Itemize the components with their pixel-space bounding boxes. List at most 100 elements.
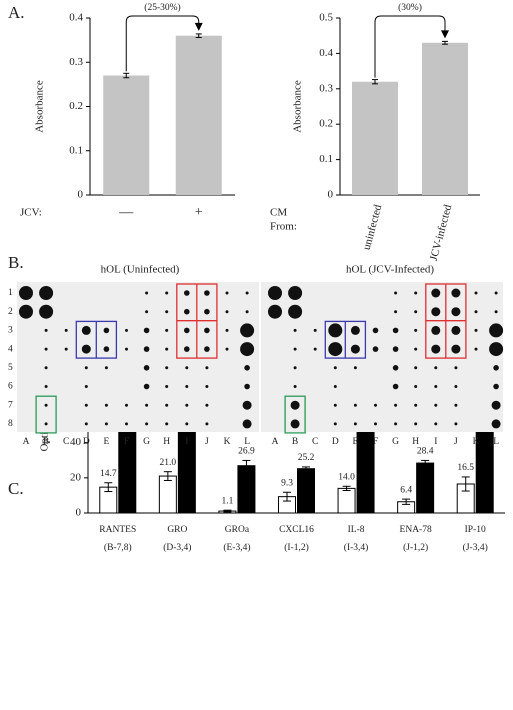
column-label: L <box>244 437 250 447</box>
blot-dot <box>84 422 88 426</box>
blot-dot <box>392 346 399 352</box>
column-label: I <box>434 437 437 447</box>
column-label: K <box>224 437 231 447</box>
blot-dot <box>242 419 252 429</box>
blot-dot <box>454 403 458 407</box>
row-label: 1 <box>8 288 13 298</box>
blot-dot <box>240 342 255 357</box>
blot-dot <box>104 403 108 407</box>
error-bar <box>461 476 470 492</box>
y-tick-label: 0 <box>76 507 82 519</box>
blot-dot <box>353 366 357 370</box>
error-bar <box>302 466 310 471</box>
x-tick-label: + <box>195 205 203 220</box>
column-label: G <box>392 437 399 447</box>
blot-dot <box>293 347 297 351</box>
blot-dot <box>474 310 478 314</box>
y-tick-label: 0.1 <box>69 144 83 156</box>
blot-dot <box>268 286 282 300</box>
bar <box>103 75 150 195</box>
blot-dot <box>414 366 418 370</box>
column-label: C <box>312 437 318 447</box>
annotation: (30%) <box>398 2 422 13</box>
blot-dot <box>84 366 88 370</box>
blot-dot <box>44 328 48 332</box>
value-label: 25.2 <box>298 453 315 463</box>
blot-dot <box>434 403 438 407</box>
x-tick-label: GROa <box>225 525 250 535</box>
value-label: 9.3 <box>281 478 293 488</box>
blot-dot <box>454 366 458 370</box>
blot-dot <box>125 328 128 332</box>
blot-dot <box>205 385 209 388</box>
value-label: 1.1 <box>221 496 233 506</box>
error-bar <box>402 498 411 505</box>
column-label: I <box>185 437 188 447</box>
column-label: A <box>23 437 30 447</box>
y-tick-label: 0.2 <box>69 100 83 112</box>
row-label: 8 <box>8 419 13 429</box>
blot-dot <box>225 328 229 332</box>
blot-dot <box>245 291 249 295</box>
column-label: C <box>63 437 69 447</box>
blot-dot <box>392 383 399 390</box>
x-tick-sublabel: (I-3,4) <box>344 542 369 553</box>
value-label: 28.4 <box>417 447 434 457</box>
y-tick-label: 20 <box>70 471 82 483</box>
x-tick-label: — <box>118 205 134 220</box>
blot-dot <box>244 365 250 371</box>
blot-dot <box>204 290 210 296</box>
x-tick-label: RANTES <box>99 525 136 535</box>
x-tick-label: ENA-78 <box>400 525 432 535</box>
column-label: D <box>83 437 90 447</box>
blot-dot <box>205 422 209 426</box>
blot-dot <box>84 403 88 407</box>
column-label: H <box>412 437 419 447</box>
blot-dot <box>44 385 48 388</box>
blot-dot <box>143 383 150 390</box>
value-label: 6.4 <box>400 485 412 495</box>
y-tick-label: 0 <box>328 189 334 201</box>
blot-dot <box>143 346 150 352</box>
blot-dot <box>104 422 108 426</box>
y-axis-label: Absorbance <box>292 80 304 133</box>
blot-dot <box>165 385 169 388</box>
x-prefix: CM <box>270 207 287 219</box>
y-tick-label: 0.3 <box>69 56 83 68</box>
blot-dot <box>353 422 357 426</box>
blot-dot <box>372 327 379 334</box>
blot-dot <box>293 385 297 388</box>
blot-dot <box>328 323 343 338</box>
x-tick-sublabel: (J-3,4) <box>463 542 488 553</box>
y-tick-label: 0.5 <box>319 12 333 24</box>
blot-dot <box>293 328 297 332</box>
blot-dot <box>451 325 461 335</box>
x-tick-sublabel: (E-3,4) <box>223 542 250 553</box>
bar <box>422 42 468 195</box>
blot-dot <box>185 403 189 407</box>
highlight-box <box>35 395 57 434</box>
blot-dot <box>205 366 209 370</box>
blot-dot <box>143 327 150 334</box>
blot-dot <box>434 366 438 370</box>
column-label: B <box>292 437 298 447</box>
blot-dot <box>225 291 229 295</box>
annotation-arrow <box>374 15 446 78</box>
blot-dot <box>143 365 150 371</box>
blot-dot <box>145 403 149 407</box>
bar <box>158 475 177 514</box>
blot-dot <box>165 366 169 370</box>
blot-dot <box>431 307 441 317</box>
blot-dot <box>125 347 128 351</box>
y-tick-label: 0.1 <box>319 153 333 165</box>
arrow-head <box>194 22 203 31</box>
blot-dot <box>44 366 48 370</box>
blot-dot <box>451 344 461 354</box>
error-bar <box>123 72 130 79</box>
blot-dot <box>104 366 108 370</box>
blot-dot <box>290 419 300 429</box>
bar <box>237 465 256 514</box>
row-label: 2 <box>8 307 13 317</box>
blot-dot <box>244 383 250 390</box>
